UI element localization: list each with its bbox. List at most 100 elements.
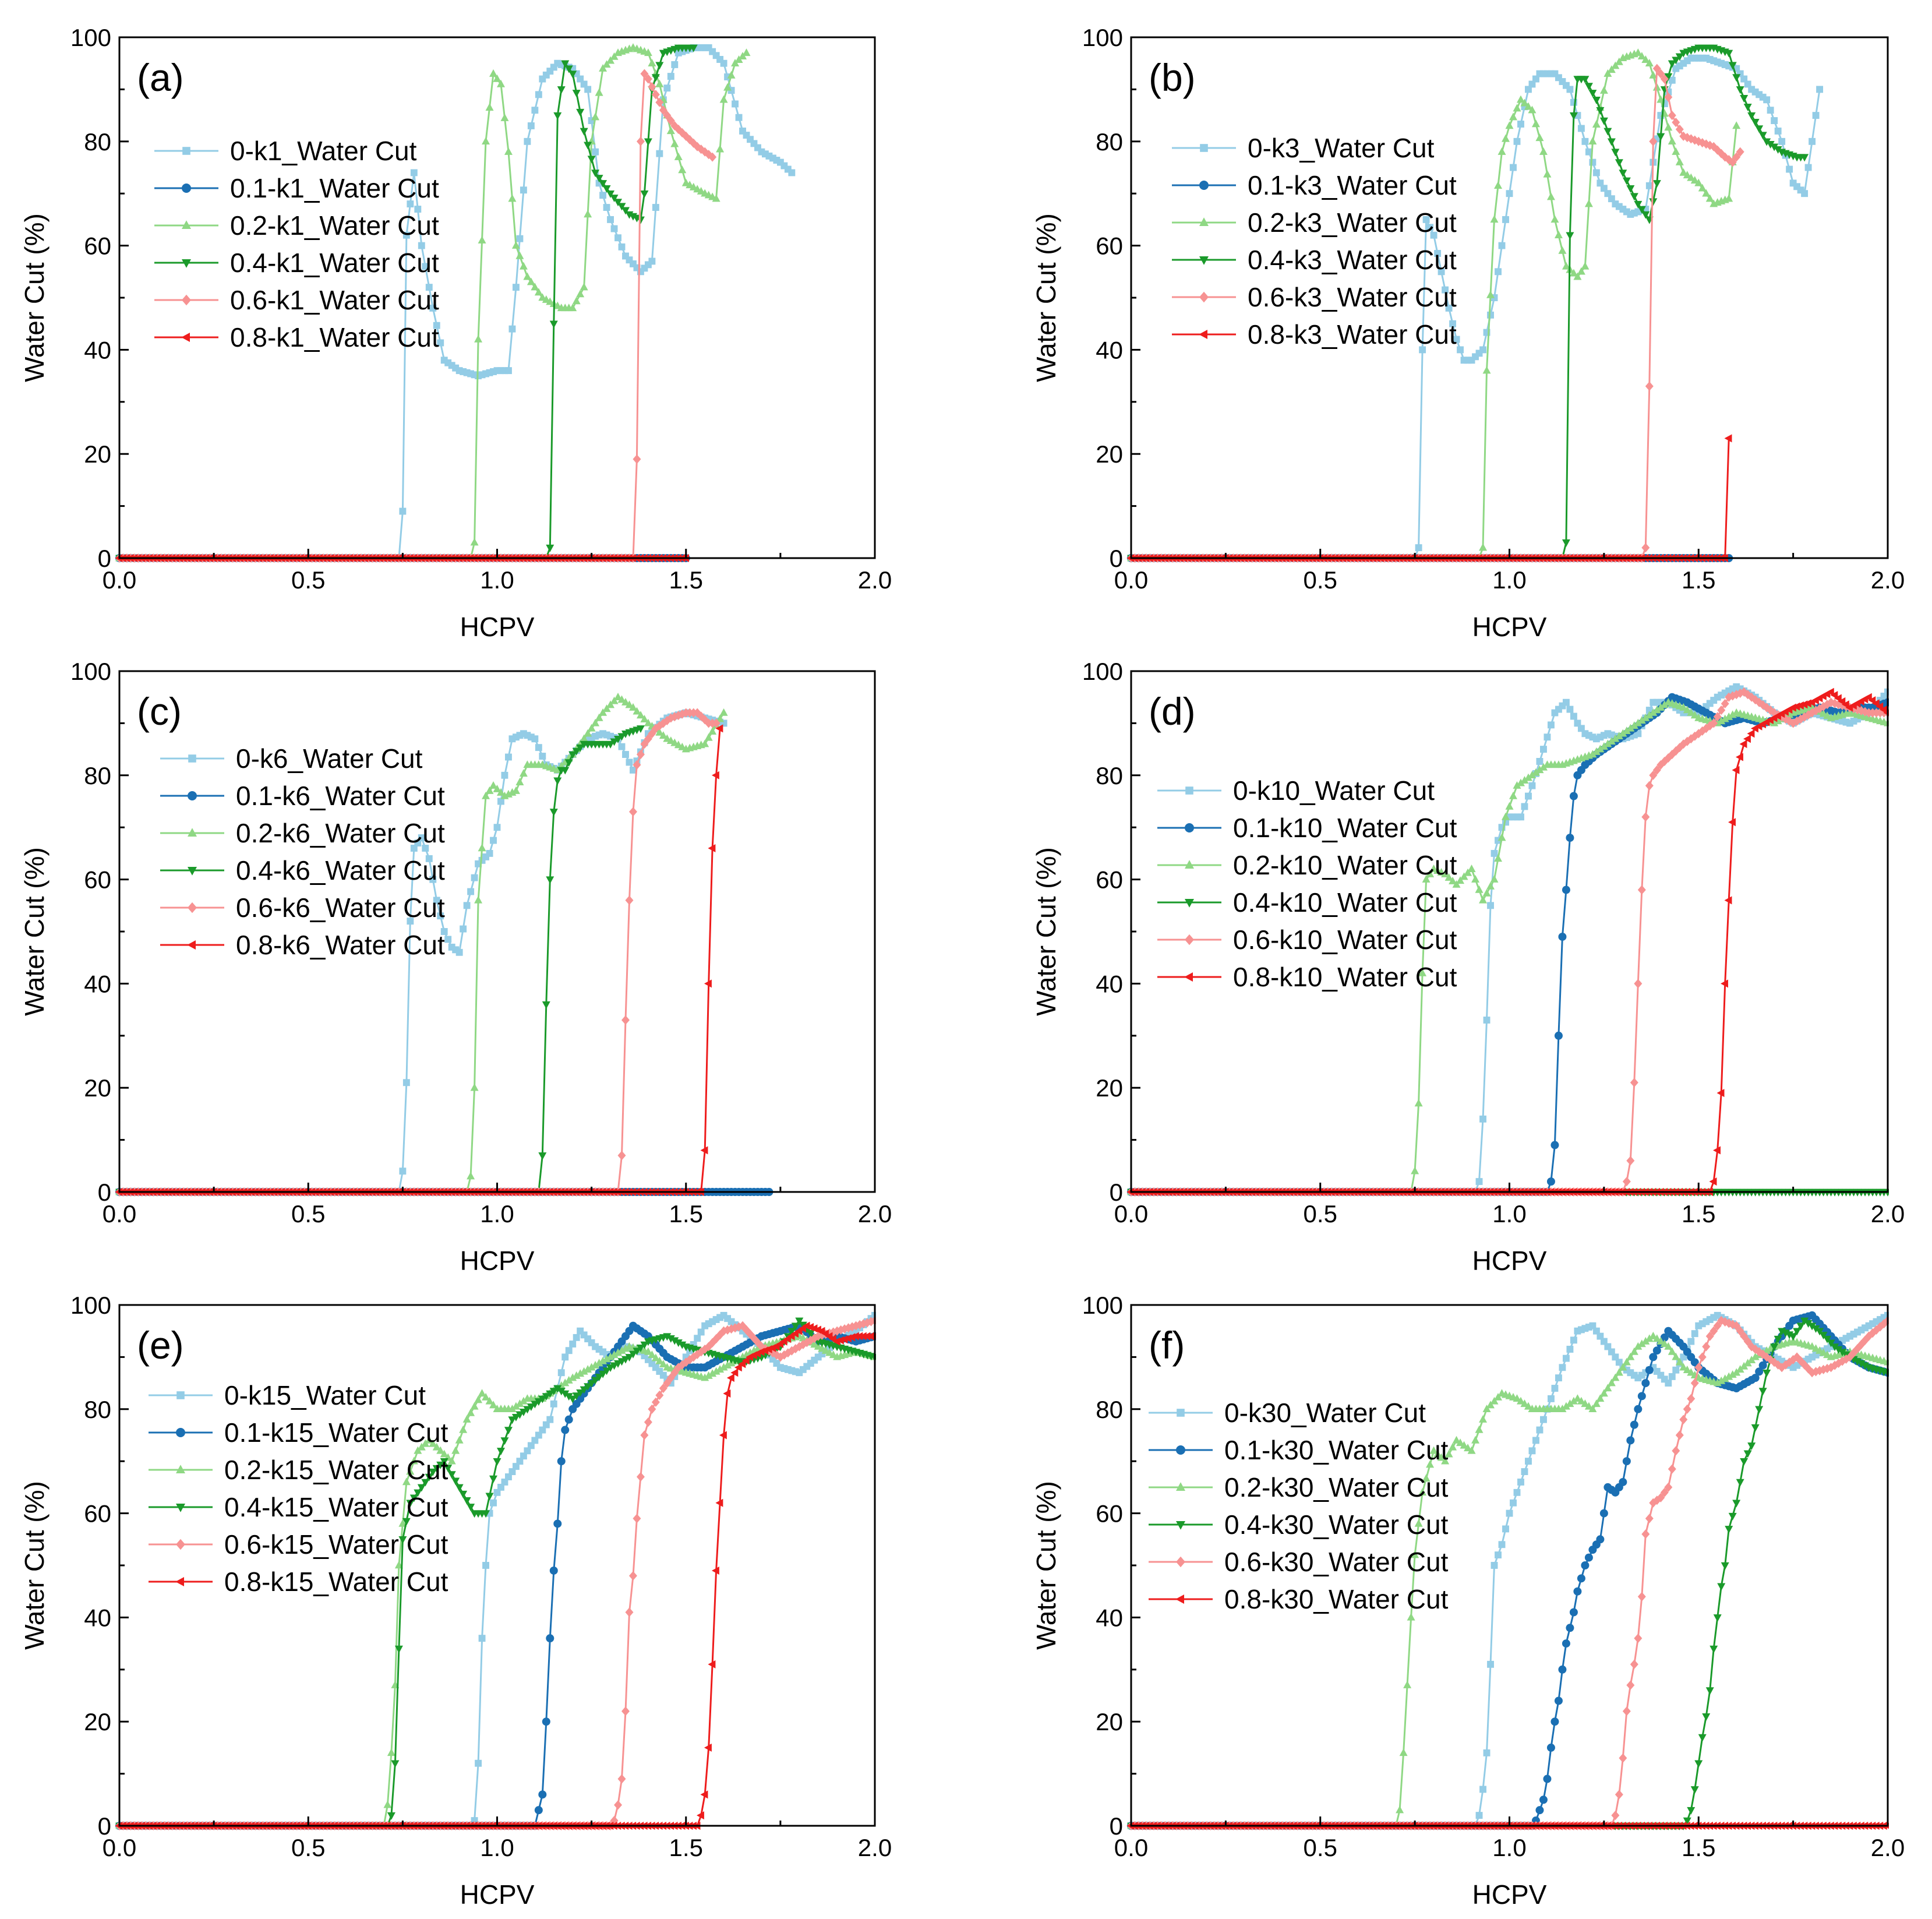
data-point [1649, 70, 1658, 79]
data-point [519, 769, 528, 777]
data-point [1544, 70, 1551, 77]
data-point [655, 728, 664, 736]
data-point [1449, 876, 1457, 884]
data-point [719, 95, 728, 103]
data-point [1442, 286, 1449, 294]
data-point [788, 169, 796, 177]
data-point [674, 49, 682, 57]
data-point [595, 1359, 603, 1367]
data-point [618, 243, 626, 251]
data-point [606, 700, 615, 708]
data-point [1766, 141, 1775, 149]
data-point [1536, 70, 1544, 77]
data-point [1569, 792, 1578, 800]
data-point [447, 1456, 456, 1465]
data-point [1585, 148, 1592, 156]
data-point [659, 105, 667, 115]
y-tick-label: 60 [84, 232, 111, 260]
panel-label: (b) [1149, 56, 1196, 99]
legend-entry: 0.6-k3_Water Cut [1248, 282, 1457, 312]
data-point [577, 1327, 584, 1335]
data-point [460, 368, 467, 375]
data-point [1652, 765, 1661, 775]
data-point [1641, 55, 1650, 63]
data-point [603, 204, 610, 211]
data-point [1611, 61, 1620, 69]
data-point [1630, 721, 1638, 729]
data-point [1611, 149, 1620, 157]
series-4 [1127, 44, 1809, 563]
data-point [1637, 206, 1646, 214]
data-point [1687, 134, 1696, 144]
x-tick-label: 1.0 [1492, 1200, 1526, 1227]
legend-entry: 0.8-k1_Water Cut [230, 322, 439, 352]
data-point [561, 1378, 570, 1387]
data-point [1486, 290, 1495, 298]
data-point [1490, 215, 1499, 223]
data-point [1437, 268, 1445, 276]
data-point [1615, 57, 1623, 65]
data-point [511, 1402, 520, 1410]
data-point [485, 103, 494, 111]
data-point [576, 744, 585, 752]
data-point [776, 1364, 784, 1371]
data-point [1732, 152, 1741, 162]
data-point [1656, 69, 1665, 79]
data-point [527, 277, 535, 285]
data-point [1479, 543, 1488, 551]
data-point [644, 734, 652, 744]
data-point [1460, 872, 1468, 880]
data-point [1656, 133, 1665, 141]
data-point [1627, 732, 1634, 740]
data-point [1592, 735, 1600, 743]
data-point [1566, 705, 1574, 713]
data-point [1531, 768, 1540, 776]
data-point [414, 206, 422, 213]
data-point [460, 925, 467, 933]
data-point [1879, 705, 1887, 714]
y-axis-label: Water Cut (%) [19, 847, 50, 1016]
data-point [534, 288, 543, 296]
data-point [1608, 731, 1615, 739]
data-point [490, 368, 497, 375]
data-point [1495, 268, 1502, 276]
data-point [1577, 267, 1585, 275]
data-point [564, 1415, 573, 1424]
data-point [1710, 697, 1718, 704]
data-point [519, 1396, 528, 1405]
legend-entry: 0.6-k10_Water Cut [1233, 925, 1457, 955]
data-point [561, 1353, 569, 1361]
data-point [1517, 813, 1524, 821]
data-point [565, 1347, 573, 1354]
data-point [626, 256, 633, 264]
data-point [667, 73, 674, 80]
data-point [727, 70, 736, 79]
data-point [592, 732, 599, 740]
plot-frame [1130, 36, 1889, 559]
data-point [701, 147, 709, 157]
data-point [1645, 707, 1653, 714]
data-point [1592, 747, 1601, 755]
data-point [1584, 199, 1593, 207]
data-point [1676, 62, 1683, 70]
data-point [500, 113, 509, 121]
data-point [1634, 718, 1643, 726]
data-point [497, 367, 504, 375]
data-point [1449, 320, 1457, 327]
data-point [704, 150, 713, 160]
data-point [1490, 849, 1498, 857]
data-point [1747, 729, 1755, 738]
data-point [418, 242, 425, 249]
panel-label: (a) [137, 56, 184, 99]
data-point [410, 845, 418, 852]
data-point [1596, 107, 1605, 115]
data-point [496, 788, 505, 796]
data-point [720, 59, 727, 67]
y-tick-label: 20 [84, 1074, 111, 1102]
data-point [535, 91, 542, 98]
data-point [633, 707, 641, 715]
data-point [1528, 771, 1537, 779]
data-point [1739, 740, 1747, 749]
data-point [1713, 712, 1722, 722]
data-point [1630, 193, 1638, 201]
